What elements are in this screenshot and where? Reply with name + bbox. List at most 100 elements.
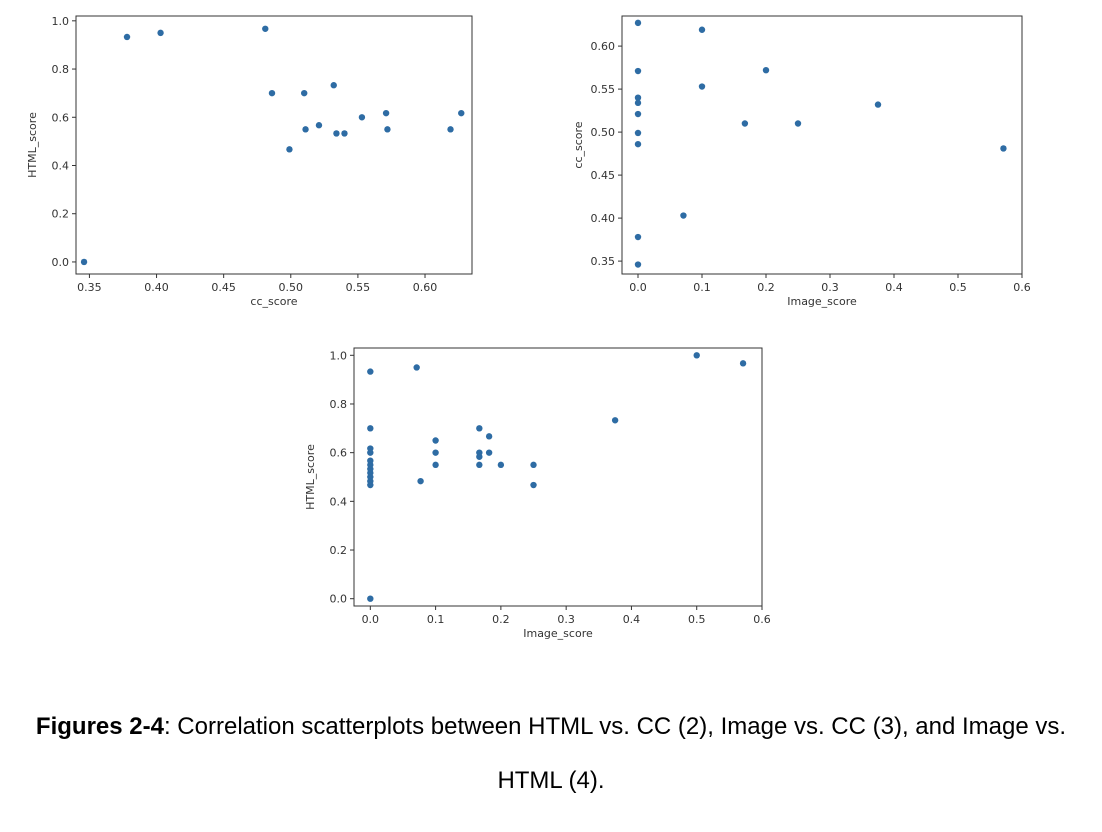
data-point — [458, 109, 465, 117]
data-point — [447, 126, 454, 133]
y-tick-label: 1.0 — [52, 15, 70, 28]
data-point — [634, 140, 642, 148]
data-point — [634, 94, 642, 101]
scatter-html-vs-cc: 0.35 0.40 0.45 0.50 0.55 0.60 0.0 0.2 0.4 0.6 0.8 1… — [26, 15, 473, 308]
data-point — [417, 477, 424, 485]
x-axis-label: Image_score — [787, 295, 857, 308]
data-point — [476, 461, 483, 469]
data-point — [1000, 145, 1007, 152]
y-tick-label: 0.4 — [330, 495, 348, 508]
data-point — [302, 126, 309, 133]
x-tick-label: 0.55 — [346, 281, 371, 294]
y-tick-label: 0.6 — [52, 111, 70, 124]
caption-text: : Correlation scatterplots between HTML … — [163, 713, 1067, 794]
data-point — [698, 83, 706, 90]
y-tick-label: 0.60 — [591, 40, 616, 53]
data-point — [634, 67, 642, 75]
data-point — [634, 233, 642, 241]
data-point — [530, 461, 537, 469]
data-point — [611, 417, 619, 424]
y-tick-label: 0.55 — [591, 83, 616, 96]
scatter-html-vs-image: 0.0 0.1 0.2 0.3 0.4 0.5 0.6 0.0 0.2 0.4 0.6 0.8 1.0 I… — [304, 347, 771, 640]
data-point — [680, 212, 687, 219]
x-tick-label: 0.6 — [1013, 281, 1031, 294]
y-tick-label: 0.0 — [52, 256, 70, 269]
plot-frame — [353, 347, 763, 607]
data-point — [384, 126, 391, 133]
plot-frame — [75, 15, 473, 275]
data-point — [367, 445, 374, 452]
y-tick-label: 0.50 — [591, 126, 616, 139]
y-axis-label: HTML_score — [304, 444, 317, 510]
data-point — [693, 352, 700, 359]
data-point — [530, 481, 537, 489]
data-point — [286, 146, 293, 153]
x-axis-label: cc_score — [250, 295, 297, 308]
caption-label: Figures 2-4 — [35, 713, 164, 740]
y-tick-label: 0.4 — [52, 159, 70, 172]
x-tick-label: 0.2 — [492, 613, 510, 626]
x-tick-label: 0.3 — [557, 613, 575, 626]
data-point — [485, 449, 493, 456]
data-point — [341, 130, 348, 137]
data-point — [634, 129, 642, 137]
data-point — [762, 66, 770, 74]
x-tick-label: 0.5 — [688, 613, 706, 626]
y-tick-label: 0.2 — [330, 544, 348, 557]
data-point — [874, 101, 882, 108]
data-point — [367, 425, 374, 432]
x-tick-label: 0.50 — [279, 281, 304, 294]
x-tick-label: 0.5 — [949, 281, 967, 294]
data-point — [80, 258, 88, 266]
y-tick-label: 0.6 — [330, 447, 348, 460]
figure-caption: Figures 2-4: Correlation scatterplots be… — [0, 700, 1102, 808]
y-tick-label: 0.35 — [591, 255, 616, 268]
data-point — [262, 25, 269, 32]
data-point — [157, 29, 164, 37]
data-point — [413, 364, 420, 371]
data-point — [367, 368, 374, 375]
data-point — [432, 449, 439, 456]
data-point — [698, 26, 706, 33]
x-tick-label: 0.60 — [413, 281, 438, 294]
data-point — [794, 120, 802, 127]
data-point — [367, 457, 374, 464]
data-point — [333, 130, 340, 137]
data-point — [634, 110, 642, 118]
x-tick-label: 0.40 — [144, 281, 169, 294]
data-point — [301, 89, 308, 97]
x-tick-label: 0.3 — [821, 281, 839, 294]
y-tick-label: 0.40 — [591, 212, 616, 225]
y-tick-label: 1.0 — [330, 349, 348, 362]
x-tick-label: 0.35 — [77, 281, 102, 294]
x-tick-label: 0.6 — [753, 613, 771, 626]
x-tick-label: 0.0 — [362, 613, 380, 626]
data-point — [358, 114, 366, 121]
y-tick-label: 0.2 — [52, 208, 70, 221]
data-point — [123, 33, 131, 41]
data-point — [432, 437, 439, 444]
x-tick-label: 0.1 — [693, 281, 711, 294]
data-point — [382, 109, 390, 117]
data-point — [367, 595, 374, 602]
data-point — [315, 122, 323, 129]
y-axis-label: HTML_score — [26, 112, 39, 178]
data-point — [476, 449, 483, 456]
y-tick-label: 0.8 — [52, 63, 70, 76]
scatter-cc-vs-image: 0.0 0.1 0.2 0.3 0.4 0.5 0.6 0.35 0.40 0.45 0.50 0.5… — [572, 15, 1031, 308]
data-point — [432, 461, 439, 469]
y-tick-label: 0.0 — [330, 593, 348, 606]
data-point — [497, 461, 505, 469]
data-point — [268, 89, 276, 97]
data-point — [485, 433, 493, 440]
data-point — [634, 261, 642, 268]
x-tick-label: 0.4 — [885, 281, 903, 294]
x-tick-label: 0.0 — [629, 281, 647, 294]
plot-frame — [621, 15, 1023, 275]
x-tick-label: 0.4 — [623, 613, 641, 626]
data-point — [476, 425, 483, 432]
y-tick-label: 0.45 — [591, 169, 616, 182]
data-point — [741, 120, 749, 127]
data-point — [634, 19, 642, 27]
x-tick-label: 0.45 — [211, 281, 236, 294]
